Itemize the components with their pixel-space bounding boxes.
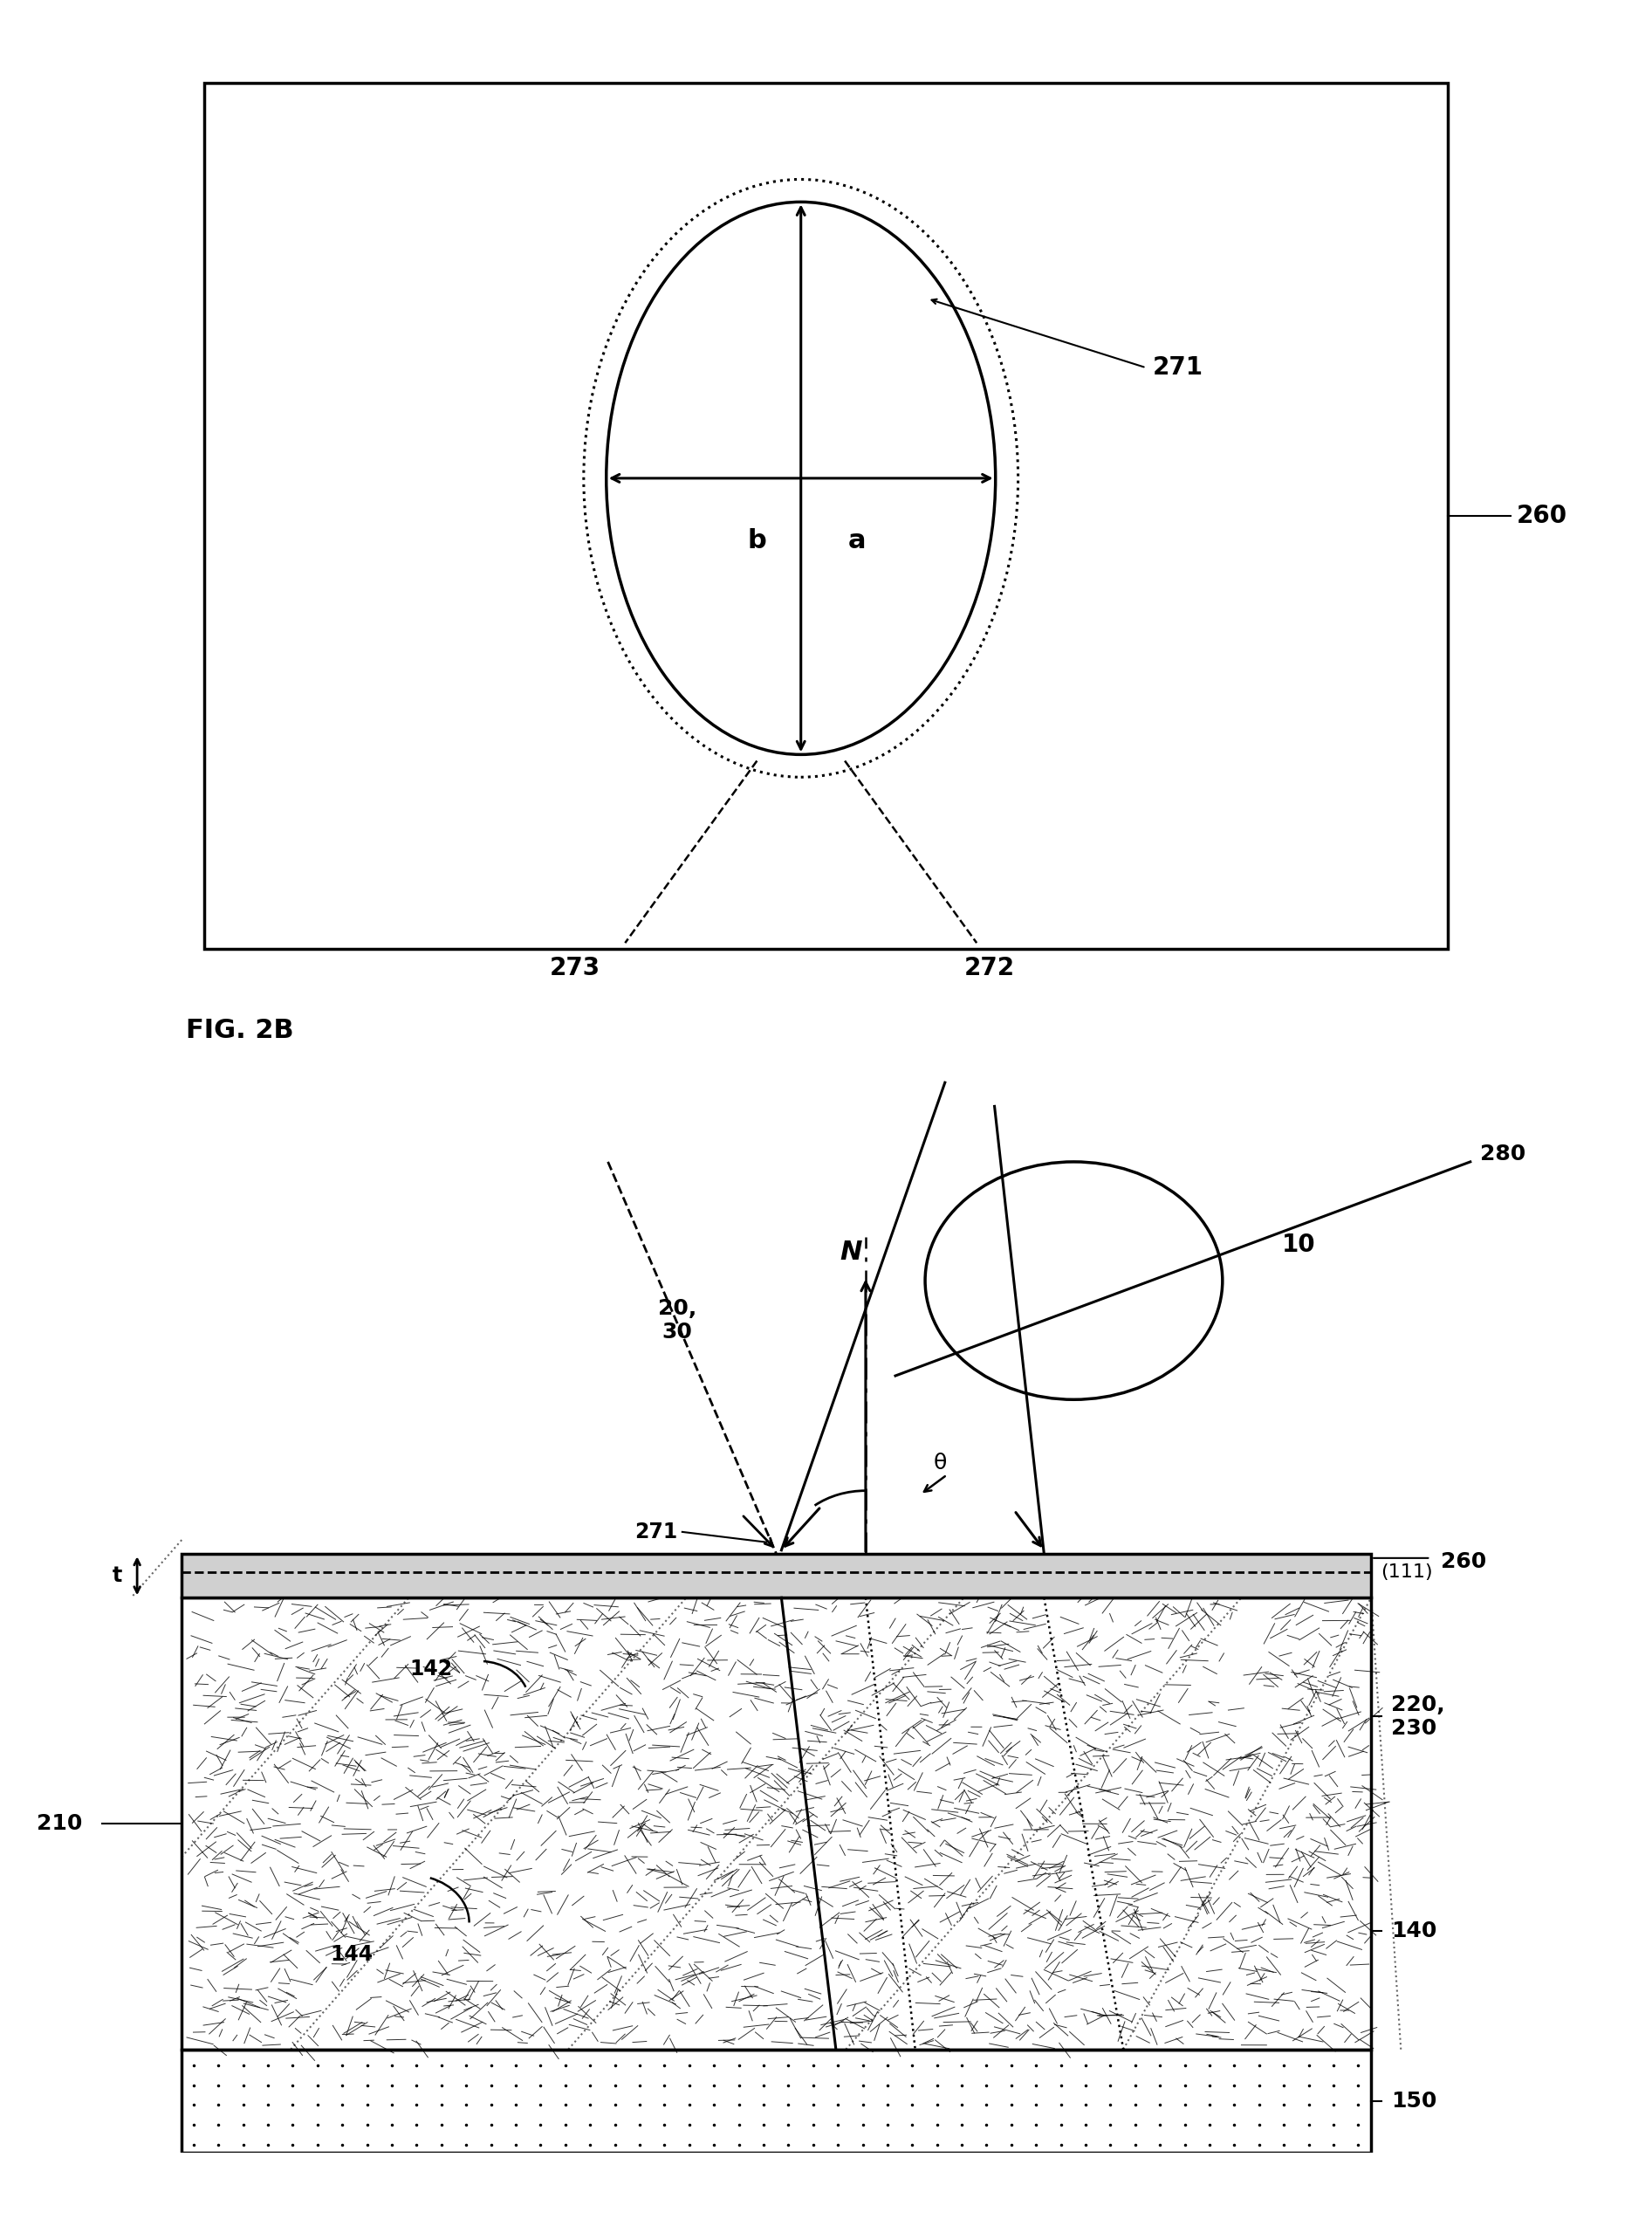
Text: N: N	[839, 1240, 862, 1265]
Text: 272: 272	[963, 956, 1014, 981]
Text: θ: θ	[933, 1453, 947, 1473]
Text: 280: 280	[1480, 1143, 1526, 1165]
Text: 140: 140	[1391, 1919, 1437, 1942]
Text: FIG. 2B: FIG. 2B	[185, 1019, 294, 1043]
Text: 271: 271	[634, 1522, 677, 1542]
Text: 10: 10	[1282, 1234, 1315, 1258]
Text: 220,
230: 220, 230	[1391, 1693, 1446, 1740]
Bar	[182, 1553, 1371, 1598]
Text: (111): (111)	[1381, 1564, 1432, 1582]
Text: 142: 142	[410, 1658, 453, 1680]
Text: 273: 273	[550, 956, 600, 981]
Text: t: t	[112, 1564, 122, 1587]
Bar	[182, 1598, 1371, 2050]
Text: b: b	[747, 528, 767, 555]
Text: 210: 210	[36, 1813, 83, 1835]
Bar	[182, 2050, 1371, 2152]
Text: 144: 144	[330, 1944, 373, 1964]
Text: 271: 271	[1153, 355, 1203, 379]
Text: 150: 150	[1391, 2090, 1437, 2112]
Text: 20,
30: 20, 30	[657, 1298, 697, 1342]
Text: a: a	[849, 528, 866, 555]
Text: 260: 260	[1441, 1551, 1487, 1573]
Text: 260: 260	[1517, 504, 1568, 528]
